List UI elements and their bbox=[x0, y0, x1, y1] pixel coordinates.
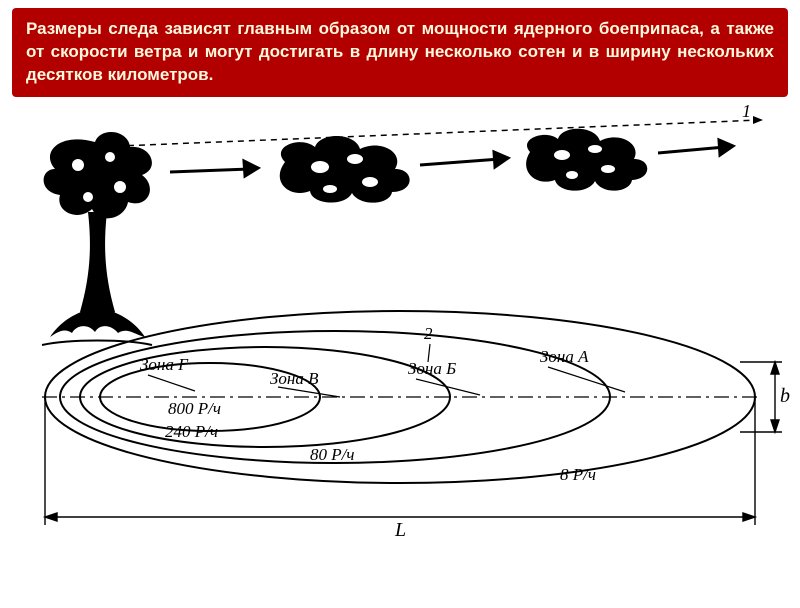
zone-v-label: Зона В bbox=[270, 369, 319, 389]
zone-b-label: Зона Б bbox=[408, 359, 456, 379]
header-box: Размеры следа зависят главным образом от… bbox=[12, 8, 788, 97]
zone-g-rate: 800 Р/ч bbox=[168, 399, 221, 419]
length-label: L bbox=[395, 519, 406, 542]
mushroom-cloud-icon bbox=[42, 132, 152, 345]
wind-direction bbox=[95, 116, 763, 147]
zone-v-rate: 240 Р/ч bbox=[165, 422, 218, 442]
ref-1-label: 1 bbox=[742, 101, 751, 122]
cloud-1-icon bbox=[280, 136, 410, 203]
zone-a-rate: 8 Р/ч bbox=[560, 465, 596, 485]
fallout-diagram: 1 2 Зона Г Зона В Зона Б Зона А 800 Р/ч … bbox=[0, 97, 800, 557]
zone-g-label: Зона Г bbox=[140, 355, 188, 375]
cloud-2-icon bbox=[526, 129, 647, 191]
zone-a-label: Зона А bbox=[540, 347, 589, 367]
diagram-svg bbox=[0, 97, 800, 557]
header-text: Размеры следа зависят главным образом от… bbox=[26, 18, 774, 87]
width-label: b bbox=[780, 385, 790, 408]
drift-arrows bbox=[170, 140, 733, 176]
ref-2-label: 2 bbox=[424, 324, 433, 344]
zone-b-rate: 80 Р/ч bbox=[310, 445, 354, 465]
